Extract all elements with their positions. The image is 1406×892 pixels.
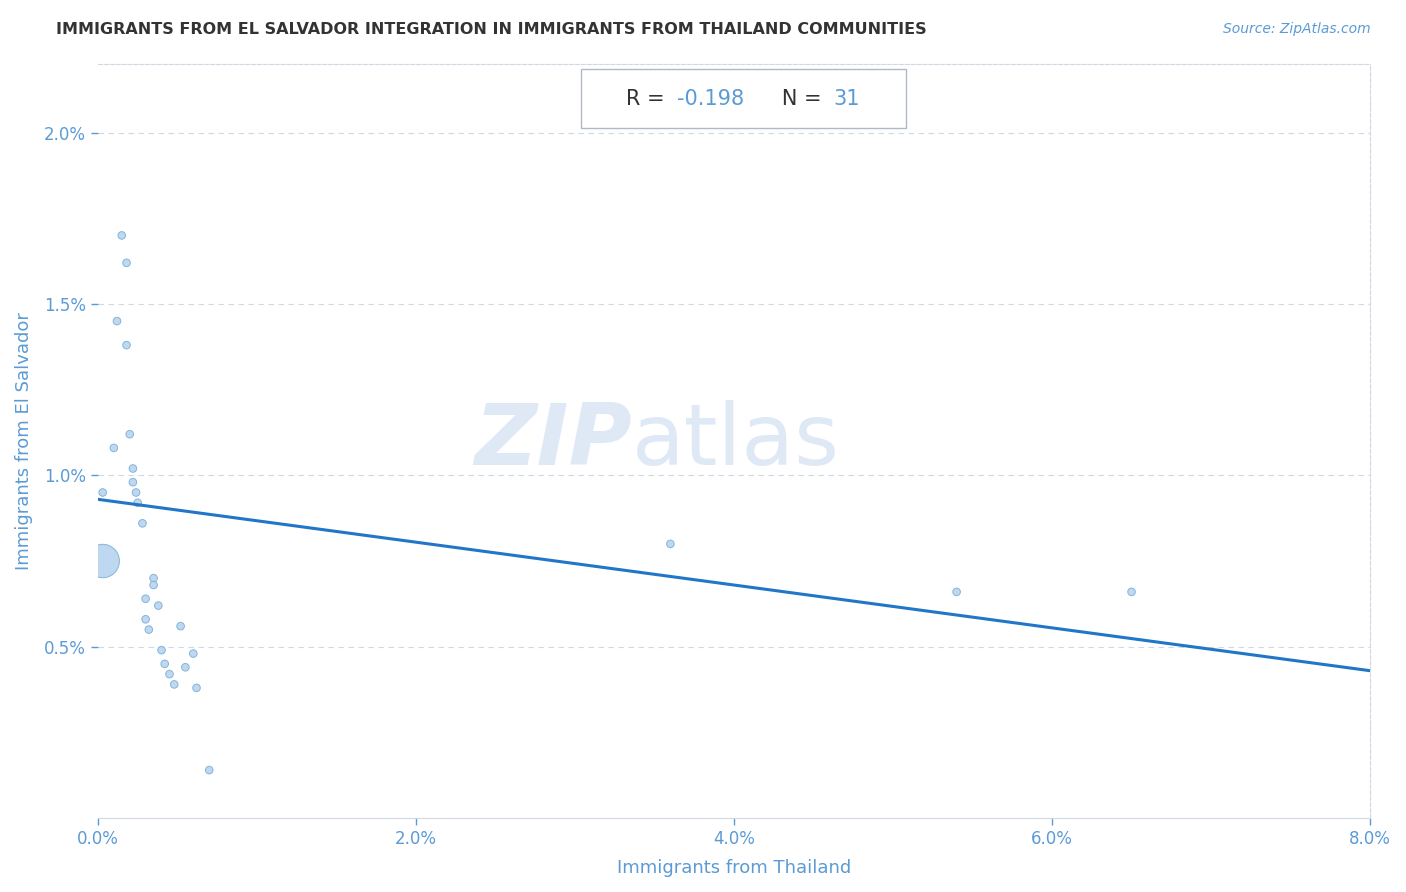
Point [125,485,148,500]
Point [142,578,165,592]
Point [153,657,176,671]
Text: IMMIGRANTS FROM EL SALVADOR INTEGRATION IN IMMIGRANTS FROM THAILAND COMMUNITIES: IMMIGRANTS FROM EL SALVADOR INTEGRATION … [56,22,927,37]
Point [142,571,165,585]
Point [659,537,682,551]
Text: atlas: atlas [633,400,841,483]
Point [135,591,157,606]
Text: 31: 31 [834,88,859,109]
Point [135,612,157,626]
Y-axis label: Immigrants from El Salvador: Immigrants from El Salvador [15,312,32,570]
Point [159,667,181,681]
Point [115,338,138,352]
Point [122,461,145,475]
Text: -0.198: -0.198 [676,88,744,109]
Point [163,677,186,691]
Point [169,619,191,633]
Point [186,681,208,695]
Text: ZIP: ZIP [475,400,633,483]
Point [131,516,153,531]
Text: Source: ZipAtlas.com: Source: ZipAtlas.com [1223,22,1371,37]
Point [183,647,205,661]
Point [105,314,128,328]
Point [118,427,141,442]
Point [945,585,967,599]
Point [150,643,173,657]
X-axis label: Immigrants from Thailand: Immigrants from Thailand [617,859,851,877]
Point [103,441,125,455]
FancyBboxPatch shape [581,70,905,128]
Point [91,485,114,500]
Point [111,228,134,243]
Point [148,599,170,613]
Point [174,660,197,674]
Point [91,554,114,568]
Point [122,475,145,490]
Point [198,763,221,777]
Text: R =: R = [626,88,671,109]
Text: N =: N = [762,88,828,109]
Point [115,256,138,270]
Point [1121,585,1143,599]
Point [127,496,149,510]
Point [138,623,160,637]
